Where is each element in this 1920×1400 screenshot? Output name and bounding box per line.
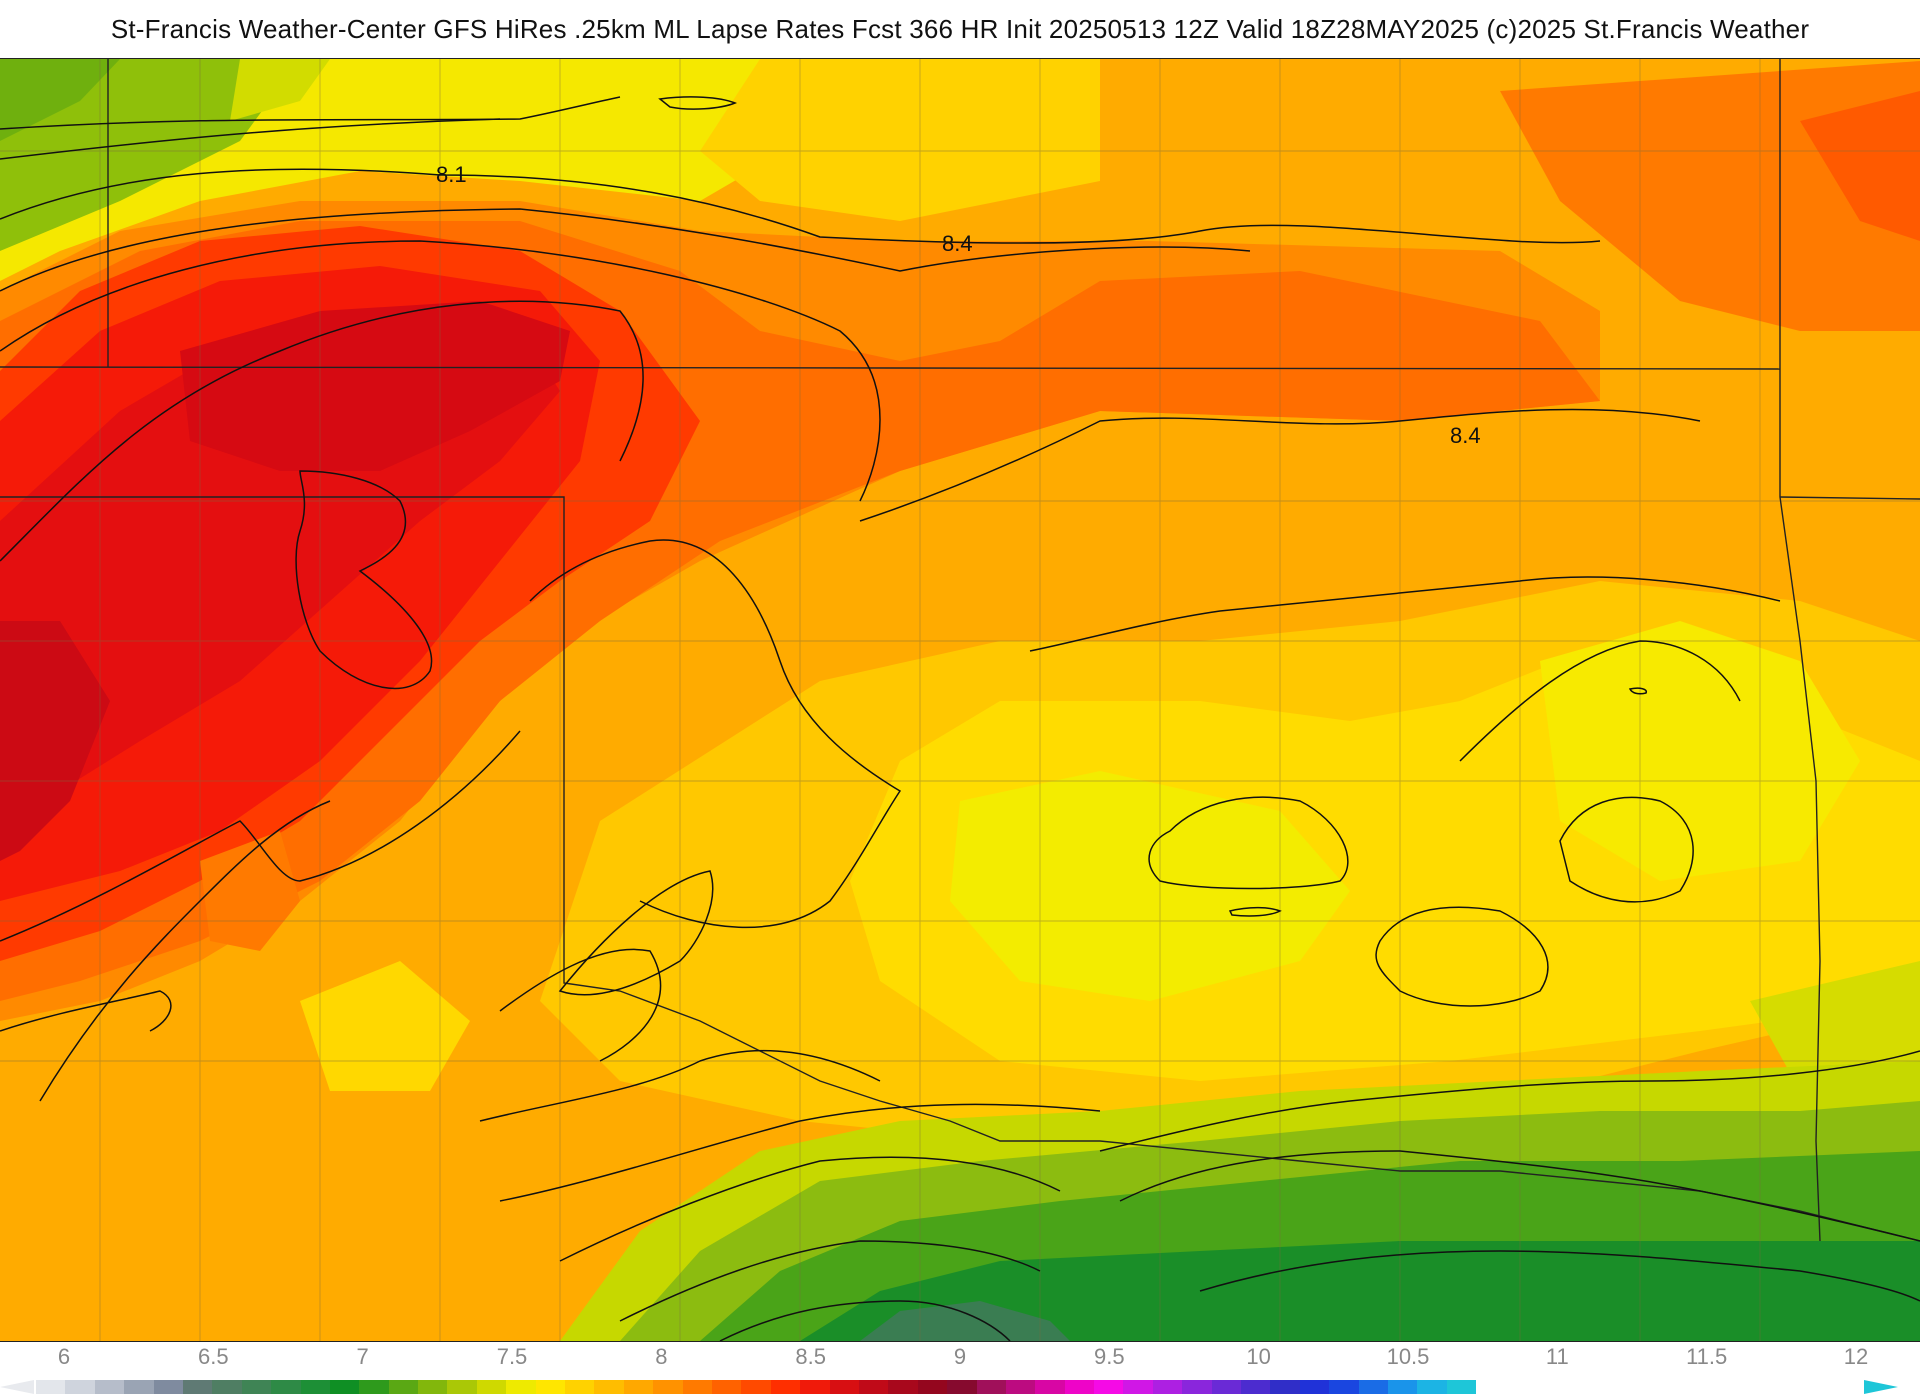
legend-swatch bbox=[1270, 1380, 1300, 1394]
legend-swatch bbox=[1211, 1380, 1242, 1394]
legend-swatch bbox=[1094, 1380, 1124, 1394]
legend-tick-label: 10.5 bbox=[1386, 1344, 1430, 1369]
state-borders bbox=[0, 59, 1920, 1242]
field-south-deepgreen bbox=[860, 1301, 1070, 1341]
legend-swatch bbox=[1064, 1380, 1095, 1394]
legend-swatch bbox=[182, 1380, 213, 1394]
legend-tick-label: 6.5 bbox=[198, 1344, 229, 1369]
legend-swatch bbox=[858, 1380, 889, 1394]
legend-swatch bbox=[506, 1380, 536, 1394]
legend-swatch bbox=[741, 1380, 771, 1394]
legend-swatch bbox=[594, 1380, 624, 1394]
legend-swatch bbox=[800, 1380, 830, 1394]
legend-right-arrow bbox=[1864, 1380, 1898, 1394]
legend-swatch bbox=[1005, 1380, 1036, 1394]
legend-swatch bbox=[36, 1380, 66, 1394]
legend-tick-label: 8.5 bbox=[795, 1344, 826, 1369]
field-sw-yellow bbox=[300, 961, 470, 1091]
field-red-pocket bbox=[200, 831, 300, 951]
legend-swatch bbox=[329, 1380, 360, 1394]
legend-swatch bbox=[300, 1380, 330, 1394]
legend-swatch bbox=[94, 1380, 125, 1394]
legend-left-arrow bbox=[0, 1380, 34, 1394]
legend-tick-label: 7 bbox=[356, 1344, 369, 1369]
boundary-lines bbox=[0, 59, 1920, 1341]
legend-swatch bbox=[359, 1380, 389, 1394]
legend-swatch bbox=[1123, 1380, 1153, 1394]
legend-swatch bbox=[976, 1380, 1006, 1394]
legend-tick-label: 12 bbox=[1843, 1344, 1869, 1369]
legend-swatch bbox=[917, 1380, 948, 1394]
legend-swatch bbox=[770, 1380, 801, 1394]
legend-tick-label: 7.5 bbox=[496, 1344, 528, 1369]
legend-swatch bbox=[212, 1380, 242, 1394]
field-nw-lightgreen bbox=[0, 59, 120, 141]
legend-swatch bbox=[1182, 1380, 1212, 1394]
legend-swatch bbox=[388, 1380, 419, 1394]
legend-swatch bbox=[418, 1380, 448, 1394]
legend-ticks: 6 6.5 7 7.5 8 8.5 9 9.5 10 10.5 11 11.5 12 bbox=[0, 1340, 1920, 1374]
legend-swatch bbox=[271, 1380, 301, 1394]
legend-swatch bbox=[241, 1380, 272, 1394]
legend-swatch bbox=[829, 1380, 859, 1394]
legend-swatch bbox=[565, 1380, 595, 1394]
field-north-lightyellow bbox=[230, 59, 330, 121]
legend-swatch bbox=[888, 1380, 918, 1394]
legend-swatch bbox=[711, 1380, 742, 1394]
legend-swatch bbox=[447, 1380, 477, 1394]
lapse-rate-field: 8.1 8.4 8.4 bbox=[0, 59, 1920, 1341]
contour-lines bbox=[0, 96, 1920, 1341]
legend-swatch bbox=[535, 1380, 566, 1394]
legend-tick-label: 8 bbox=[655, 1344, 668, 1369]
legend-tick-label: 11 bbox=[1545, 1344, 1569, 1369]
legend-swatch bbox=[682, 1380, 712, 1394]
legend-swatch bbox=[1358, 1380, 1388, 1394]
field-central-brightyellow bbox=[950, 771, 1350, 1001]
legend-tick-label: 9 bbox=[953, 1344, 967, 1369]
legend-swatch bbox=[947, 1380, 977, 1394]
legend-swatch bbox=[153, 1380, 183, 1394]
weather-map: 8.1 8.4 8.4 bbox=[0, 58, 1920, 1342]
contour-label-8-4-central: 8.4 bbox=[1450, 423, 1481, 448]
legend-tick-label: 9.5 bbox=[1094, 1344, 1125, 1369]
legend-swatch bbox=[653, 1380, 683, 1394]
legend-tick-label: 6 bbox=[57, 1344, 71, 1369]
legend-swatch bbox=[1446, 1380, 1477, 1394]
legend-tick-label: 11.5 bbox=[1686, 1344, 1728, 1369]
legend-swatch bbox=[65, 1380, 95, 1394]
color-legend: 6 6.5 7 7.5 8 8.5 9 9.5 10 10.5 11 11.5 12 bbox=[0, 1340, 1920, 1400]
field-red-west bbox=[0, 621, 110, 861]
legend-swatch bbox=[1417, 1380, 1447, 1394]
legend-swatch bbox=[476, 1380, 507, 1394]
legend-swatch bbox=[1387, 1380, 1418, 1394]
field-south-darkgreen bbox=[800, 1241, 1920, 1341]
field-red-core bbox=[180, 301, 570, 471]
legend-swatch bbox=[623, 1380, 654, 1394]
legend-swatch bbox=[1152, 1380, 1183, 1394]
field-ne-deep bbox=[1800, 91, 1920, 241]
legend-swatch bbox=[1035, 1380, 1065, 1394]
legend-swatch bbox=[124, 1380, 154, 1394]
field-east-lime bbox=[1750, 961, 1920, 1091]
field-north-gold bbox=[700, 59, 1100, 221]
legend-swatch bbox=[1329, 1380, 1359, 1394]
legend-swatch bbox=[1241, 1380, 1271, 1394]
chart-title: St-Francis Weather-Center GFS HiRes .25k… bbox=[110, 13, 1810, 44]
contour-label-8-4-north: 8.4 bbox=[942, 231, 973, 256]
legend-swatch bbox=[1299, 1380, 1330, 1394]
field-east-yellow bbox=[1540, 621, 1860, 881]
legend-tick-label: 10 bbox=[1246, 1344, 1271, 1369]
contour-label-8-1: 8.1 bbox=[436, 162, 467, 187]
legend-colorbar bbox=[36, 1380, 1477, 1394]
field-north-yellow bbox=[0, 59, 820, 281]
